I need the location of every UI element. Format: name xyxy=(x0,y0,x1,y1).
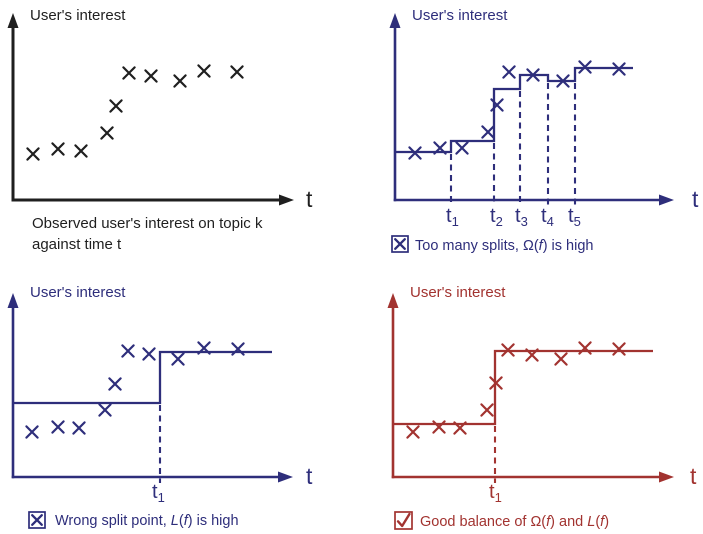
panel-caption-line: Observed user's interest on topic k xyxy=(32,215,263,232)
data-point-x-mark xyxy=(578,60,592,74)
tick-label: t3 xyxy=(515,205,528,229)
data-point-x-mark xyxy=(98,403,112,417)
y-axis-label: User's interest xyxy=(30,7,126,24)
data-point-x-mark xyxy=(72,421,86,435)
data-point-x-mark xyxy=(171,352,185,366)
data-point-x-mark xyxy=(231,342,245,356)
y-axis-label: User's interest xyxy=(30,284,126,301)
data-point-x-mark xyxy=(144,69,158,83)
data-point-x-mark xyxy=(406,425,420,439)
x-axis-arrow-icon xyxy=(279,194,294,206)
data-point-x-mark xyxy=(142,347,156,361)
data-point-x-mark xyxy=(51,142,65,156)
data-point-x-mark xyxy=(612,342,626,356)
x-axis-label: t xyxy=(306,186,313,212)
tick-label: t2 xyxy=(490,205,503,229)
data-point-x-mark xyxy=(489,376,503,390)
data-point-x-mark xyxy=(481,125,495,139)
step-function-line xyxy=(13,350,272,405)
data-point-x-mark xyxy=(554,352,568,366)
data-point-x-mark xyxy=(490,98,504,112)
step-function-line xyxy=(395,66,633,154)
tick-label: t1 xyxy=(489,481,502,505)
tick-label: t1 xyxy=(446,205,459,229)
data-point-x-mark xyxy=(612,62,626,76)
data-point-x-mark xyxy=(525,348,539,362)
data-point-x-mark xyxy=(100,126,114,140)
panel-caption-line: against time t xyxy=(32,236,122,253)
tick-label: t1 xyxy=(152,481,165,505)
y-axis-arrow-icon xyxy=(7,293,19,308)
data-point-x-mark xyxy=(453,421,467,435)
data-point-x-mark xyxy=(526,68,540,82)
data-point-x-mark xyxy=(230,65,244,79)
x-axis-label: t xyxy=(306,463,313,489)
legend-checkbox xyxy=(391,235,409,253)
data-point-x-mark xyxy=(578,341,592,355)
x-axis-arrow-icon xyxy=(659,194,674,206)
legend-text: Good balance of Ω(f) and L(f) xyxy=(420,514,609,530)
data-point-x-mark xyxy=(122,66,136,80)
data-point-x-mark xyxy=(197,64,211,78)
y-axis-arrow-icon xyxy=(389,13,401,28)
y-axis-label: User's interest xyxy=(410,284,506,301)
check-marker-icon xyxy=(396,512,411,528)
y-axis-arrow-icon xyxy=(7,13,19,28)
x-axis-arrow-icon xyxy=(278,471,293,483)
x-axis-arrow-icon xyxy=(659,471,674,483)
data-point-x-mark xyxy=(74,144,88,158)
data-point-x-mark xyxy=(109,99,123,113)
x-axis-label: t xyxy=(692,186,699,212)
y-axis-arrow-icon xyxy=(387,293,399,308)
tick-label: t5 xyxy=(568,205,581,229)
legend-checkbox xyxy=(394,511,413,530)
data-point-x-mark xyxy=(501,343,515,357)
legend-checkbox xyxy=(28,511,46,529)
panel-wrong-split-point: User's interest t t1 Wrong split point, L(f… xyxy=(7,284,313,529)
x-axis-label: t xyxy=(690,463,697,489)
data-point-x-mark xyxy=(25,425,39,439)
data-point-x-mark xyxy=(173,74,187,88)
step-function-line xyxy=(393,349,653,426)
data-point-x-mark xyxy=(197,341,211,355)
tick-label: t4 xyxy=(541,205,554,229)
data-point-x-mark xyxy=(408,146,422,160)
data-point-x-mark xyxy=(121,344,135,358)
x-marker-icon xyxy=(394,238,406,250)
legend-text: Wrong split point, L(f) is high xyxy=(55,513,239,529)
data-point-x-mark xyxy=(108,377,122,391)
y-axis-label: User's interest xyxy=(412,7,508,24)
data-point-x-mark xyxy=(51,420,65,434)
legend-text: Too many splits, Ω(f) is high xyxy=(415,238,593,254)
data-point-x-mark xyxy=(433,141,447,155)
x-marker-icon xyxy=(31,514,43,526)
data-point-x-mark xyxy=(455,141,469,155)
data-point-x-mark xyxy=(556,74,570,88)
panel-good-balance: User's interest t t1 Good balance of Ω(f) a… xyxy=(387,284,697,530)
data-point-x-mark xyxy=(502,65,516,79)
data-point-x-mark xyxy=(480,403,494,417)
data-point-x-mark xyxy=(26,147,40,161)
panel-too-many-splits: User's interest t t1 t2 t3 t4 t5 Too many split… xyxy=(389,7,699,254)
data-point-x-mark xyxy=(432,420,446,434)
panel-observed-data: User's interest t Observed user's interest… xyxy=(7,7,313,253)
